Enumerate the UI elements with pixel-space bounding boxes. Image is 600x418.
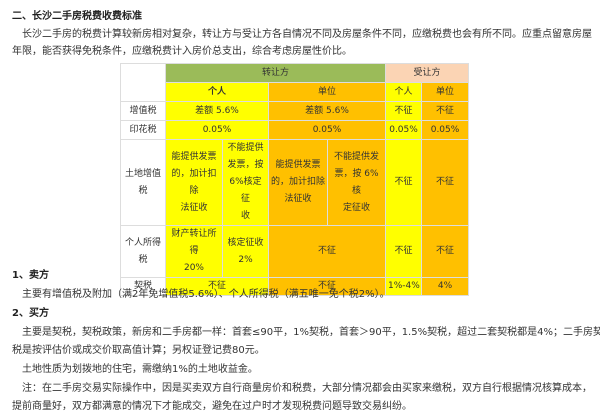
section-heading: 二、长沙二手房税费收费标准 <box>12 11 142 22</box>
cell: 能提供发票 的，加计扣除 法征收 <box>268 139 328 226</box>
transferor-individual-header: 个人 <box>165 82 269 102</box>
cell: 不征 <box>267 277 387 296</box>
note-text: 注：在二手房交易实际操作中，因是买卖双方自行商量房价和税费，大部分情况都会由买家… <box>22 383 592 394</box>
cell: 不征 <box>385 139 423 226</box>
cell: 不能提供 发票，按 6%核定征 收 <box>222 139 269 226</box>
cell: 财产转让所得 20% <box>165 225 223 278</box>
seller-heading: 1、卖方 <box>12 270 49 281</box>
table-row: 增值税 差额 5.6% 差额 5.6% 不征 不征 <box>120 101 470 121</box>
cell: 不能提供发 票，按 6%核 定征收 <box>326 139 387 226</box>
table-row: 个人所得 税 财产转让所得 20% 核定征收 2% 不征 不征 不征 <box>120 225 470 278</box>
cell: 0.05% <box>385 120 423 140</box>
cell: 不征 <box>421 101 470 121</box>
table-row: 契税 不征 不征 1%-4% 4% <box>120 277 470 296</box>
transferor-header: 转让方 <box>164 63 387 83</box>
transferee-header: 受让方 <box>385 63 470 83</box>
transferee-individual-header: 个人 <box>385 82 423 102</box>
cell: 1%-4% <box>385 277 423 296</box>
table-row: 印花税 0.05% 0.05% 0.05% 0.05% <box>120 120 470 140</box>
cell: 0.05% <box>165 120 269 140</box>
cell: 不征 <box>385 101 423 121</box>
note-text-cont: 提前商量好，双方都满意的情况下才能成交，避免在过户时才发现税费问题导致交易纠纷。 <box>12 401 412 412</box>
tax-table: 转让方 受让方 个人 单位 个人 单位 增值税 差额 5.6% 差额 5.6% … <box>120 63 470 296</box>
buyer-text-cont: 税是按评估价或成交价取高值计算；另权证登记费80元。 <box>12 345 265 356</box>
row-label: 土地增值 税 <box>120 139 166 226</box>
cell: 差额 5.6% <box>267 101 387 121</box>
cell: 0.05% <box>267 120 387 140</box>
cell: 能提供发票 的，加计扣除 法征收 <box>165 139 223 226</box>
cell: 0.05% <box>421 120 470 140</box>
row-label: 增值税 <box>120 101 166 121</box>
seller-text: 主要有增值税及附加（满2年免增值税5.6%）、个人所得税（满五唯一免个税2%）。 <box>22 289 390 300</box>
buyer-text: 主要是契税，契税政策，新房和二手房都一样：首套≤90平，1%契税，首套＞90平，… <box>22 327 600 338</box>
intro-paragraph-cont: 年限，能否获得免税条件，应缴税费计入房价总支出，综合考虑房屋性价比。 <box>12 46 352 57</box>
cell: 不征 <box>385 225 423 278</box>
cell: 不征 <box>421 139 470 226</box>
cell: 不征 <box>165 277 269 296</box>
cell: 差额 5.6% <box>165 101 269 121</box>
cell: 核定征收 2% <box>222 225 269 278</box>
land-note: 土地性质为划拨地的住宅，需缴纳1%的土地收益金。 <box>22 364 258 375</box>
transferor-unit-header: 单位 <box>267 82 387 102</box>
cell: 4% <box>421 277 470 296</box>
buyer-heading: 2、买方 <box>12 308 49 319</box>
corner-cell <box>120 63 166 102</box>
row-label: 印花税 <box>120 120 166 140</box>
transferee-unit-header: 单位 <box>421 82 470 102</box>
row-label: 个人所得 税 <box>120 225 166 278</box>
cell: 不征 <box>267 225 387 278</box>
row-label: 契税 <box>120 277 166 296</box>
table-row: 土地增值 税 能提供发票 的，加计扣除 法征收 不能提供 发票，按 6%核定征 … <box>120 139 470 226</box>
intro-paragraph: 长沙二手房的税费计算较新房相对复杂，转让方与受让方各自情况不同及房屋条件不同，应… <box>22 29 592 40</box>
cell: 不征 <box>421 225 470 278</box>
